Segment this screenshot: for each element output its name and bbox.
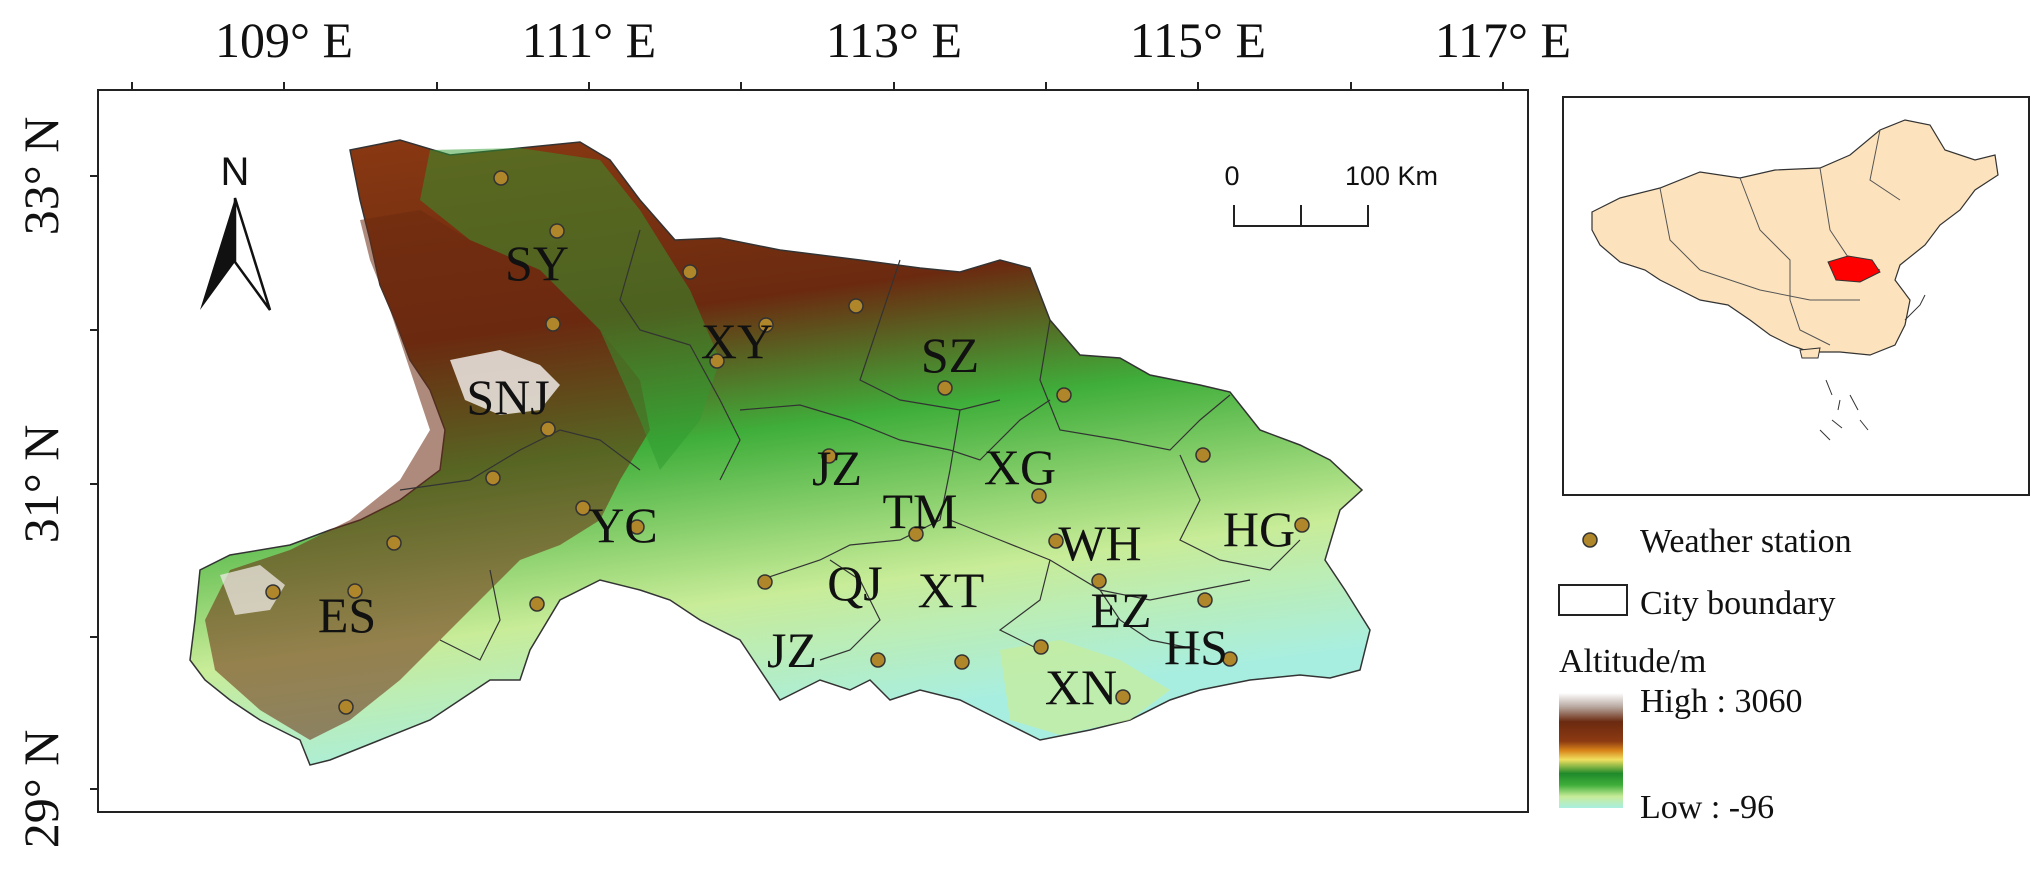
weather-station-marker — [1056, 387, 1072, 403]
weather-station-marker — [1197, 592, 1213, 608]
lon-label: 115° E — [1130, 12, 1266, 68]
longitude-ticks — [131, 82, 1504, 90]
weather-station-marker — [757, 574, 773, 590]
weather-station-marker — [1031, 488, 1047, 504]
weather-station-marker — [908, 526, 924, 542]
weather-station-marker — [347, 583, 363, 599]
lat-label: 29° N — [13, 730, 69, 849]
city-label-sy: SY — [505, 235, 569, 291]
city-label-xn: XN — [1045, 659, 1117, 715]
weather-station-marker — [549, 223, 565, 239]
lat-label: 33° N — [13, 117, 69, 236]
weather-station-marker — [529, 596, 545, 612]
lon-label: 111° E — [522, 12, 656, 68]
weather-station-marker — [545, 316, 561, 332]
weather-station-marker — [1195, 447, 1211, 463]
legend-low-label: Low : -96 — [1640, 789, 1774, 826]
weather-station-marker — [493, 170, 509, 186]
city-label-tm: TM — [883, 483, 958, 539]
longitude-labels: 109° E 111° E 113° E 115° E 117° E — [215, 12, 1571, 68]
lat-label: 31° N — [13, 425, 69, 544]
legend-altitude-ramp — [1559, 693, 1623, 808]
legend-station-marker — [1582, 532, 1598, 548]
weather-station-marker — [1091, 573, 1107, 589]
city-label-jz-south: JZ — [767, 622, 817, 678]
lon-label: 113° E — [826, 12, 962, 68]
weather-station-marker — [1115, 689, 1131, 705]
scale-start: 0 — [1224, 161, 1239, 191]
weather-station-marker — [758, 317, 774, 333]
city-label-yc: YC — [588, 497, 657, 553]
city-label-xg: XG — [984, 439, 1056, 495]
lon-label: 117° E — [1435, 12, 1571, 68]
weather-station-marker — [575, 500, 591, 516]
legend-station-label: Weather station — [1640, 523, 1852, 560]
city-label-hs: HS — [1164, 619, 1228, 675]
north-arrow-icon: N — [200, 150, 272, 311]
city-boundaries — [399, 229, 1301, 661]
weather-station-marker — [1294, 517, 1310, 533]
high-peaks — [450, 350, 560, 415]
latitude-ticks — [90, 175, 98, 790]
weather-station-marker — [821, 448, 837, 464]
weather-station-marker — [1048, 533, 1064, 549]
legend: Weather station City boundary Altitude/m… — [1558, 523, 1852, 826]
legend-high-label: High : 3060 — [1640, 683, 1802, 720]
scale-end: 100 Km — [1345, 161, 1438, 191]
scale-bar: 0 100 Km — [1224, 161, 1438, 227]
legend-boundary-swatch — [1558, 584, 1628, 616]
city-label-es: ES — [318, 587, 376, 643]
weather-stations — [265, 170, 1310, 715]
weather-station-marker — [709, 353, 725, 369]
hubei-inset-highlight — [1827, 255, 1881, 283]
legend-boundary-label: City boundary — [1640, 585, 1835, 622]
north-arrow-label: N — [221, 150, 250, 194]
weather-station-marker — [937, 380, 953, 396]
city-label-ez: EZ — [1090, 582, 1151, 638]
city-labels: SY XY SZ SNJ JZ XG TM YC WH HG QJ XT EZ … — [318, 235, 1295, 715]
weather-station-marker — [485, 470, 501, 486]
weather-station-marker — [629, 519, 645, 535]
city-label-qj: QJ — [827, 555, 883, 611]
city-label-xy: XY — [701, 313, 773, 369]
city-label-sz: SZ — [921, 327, 979, 383]
weather-station-marker — [540, 421, 556, 437]
city-label-jz: JZ — [812, 440, 862, 496]
weather-station-marker — [338, 699, 354, 715]
weather-station-marker — [1033, 639, 1049, 655]
city-label-xt: XT — [918, 562, 985, 618]
legend-altitude-title: Altitude/m — [1559, 643, 1706, 680]
green-foothills — [420, 148, 720, 470]
weather-station-marker — [386, 535, 402, 551]
southern-hills — [1000, 640, 1170, 735]
weather-station-marker — [1222, 651, 1238, 667]
city-label-hg: HG — [1223, 501, 1295, 557]
weather-station-marker — [265, 584, 281, 600]
weather-station-marker — [848, 298, 864, 314]
city-label-snj: SNJ — [466, 369, 549, 425]
weather-station-marker — [954, 654, 970, 670]
western-mountains — [205, 210, 650, 740]
weather-station-marker — [682, 264, 698, 280]
high-peaks — [220, 565, 285, 615]
china-inset-map — [1591, 119, 1999, 441]
latitude-labels: 33° N 31° N 29° N — [13, 117, 69, 849]
weather-station-marker — [870, 652, 886, 668]
city-label-wh: WH — [1058, 515, 1141, 571]
lon-label: 109° E — [215, 12, 353, 68]
